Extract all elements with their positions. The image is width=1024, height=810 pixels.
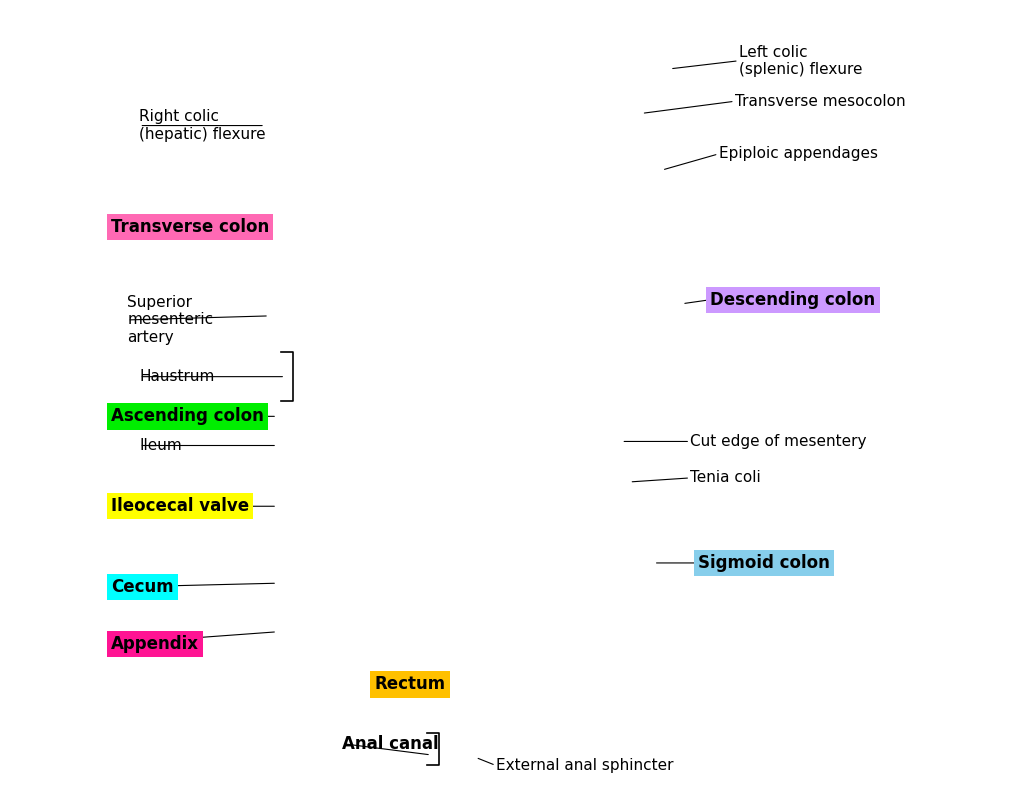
Text: Anal canal: Anal canal bbox=[342, 735, 438, 752]
Text: Cut edge of mesentery: Cut edge of mesentery bbox=[690, 434, 866, 449]
Text: Transverse colon: Transverse colon bbox=[111, 218, 269, 236]
Text: Ileum: Ileum bbox=[139, 438, 182, 453]
Text: Superior
mesenteric
artery: Superior mesenteric artery bbox=[127, 295, 213, 345]
Text: Ileocecal valve: Ileocecal valve bbox=[111, 497, 249, 515]
Text: Epiploic appendages: Epiploic appendages bbox=[719, 147, 878, 161]
Text: Ascending colon: Ascending colon bbox=[111, 407, 264, 425]
Text: Transverse mesocolon: Transverse mesocolon bbox=[735, 94, 905, 109]
Text: Tenia coli: Tenia coli bbox=[690, 471, 761, 485]
Text: Right colic
(hepatic) flexure: Right colic (hepatic) flexure bbox=[139, 109, 266, 142]
Text: Haustrum: Haustrum bbox=[139, 369, 215, 384]
Text: Sigmoid colon: Sigmoid colon bbox=[698, 554, 830, 572]
Text: Appendix: Appendix bbox=[111, 635, 199, 653]
Text: Descending colon: Descending colon bbox=[711, 291, 876, 309]
Text: Cecum: Cecum bbox=[111, 578, 174, 596]
Text: External anal sphincter: External anal sphincter bbox=[496, 758, 674, 773]
Text: Rectum: Rectum bbox=[375, 676, 445, 693]
Text: Left colic
(splenic) flexure: Left colic (splenic) flexure bbox=[738, 45, 862, 77]
